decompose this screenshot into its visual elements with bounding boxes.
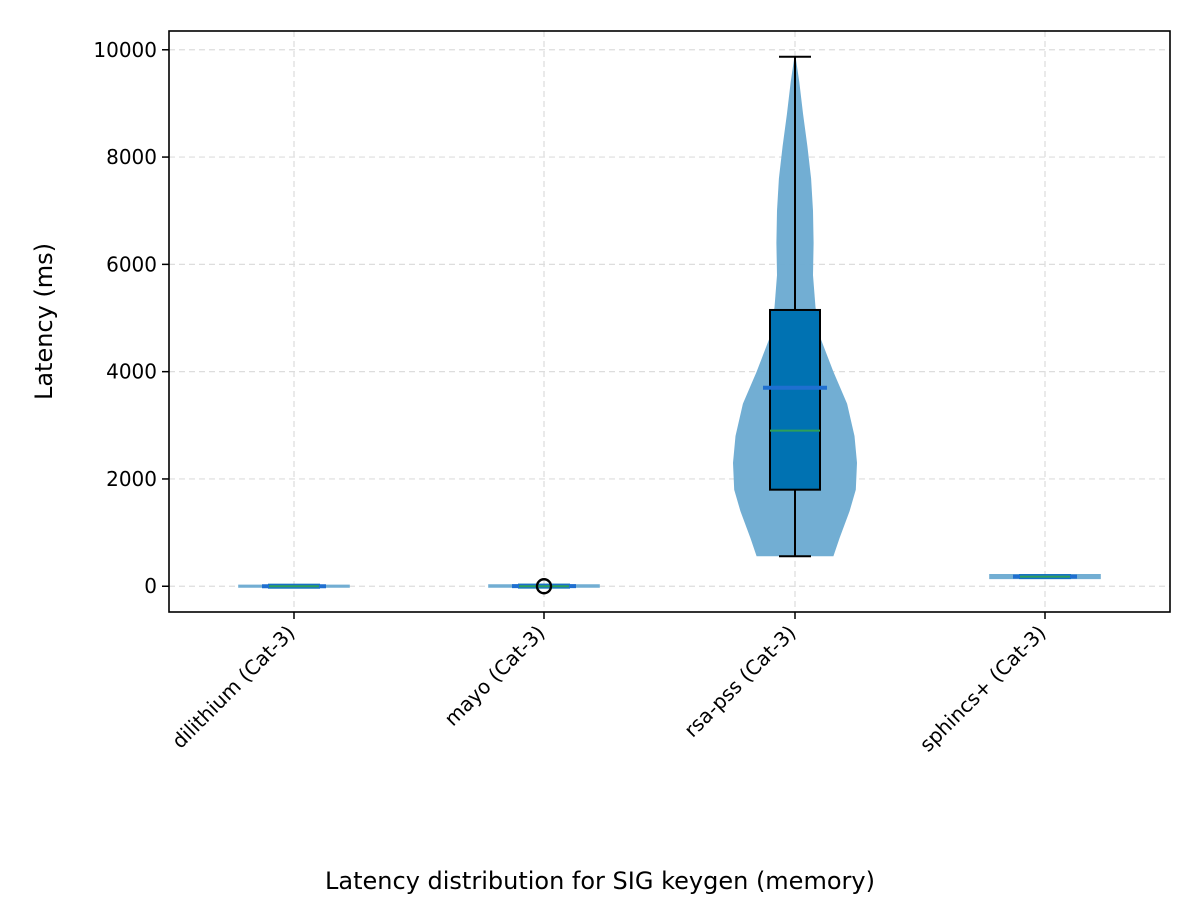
- x-axis-caption: Latency distribution for SIG keygen (mem…: [325, 867, 875, 895]
- plot-frame: [168, 30, 1171, 613]
- y-tick-label: 2000: [106, 467, 157, 491]
- y-axis-title: Latency (ms): [30, 243, 58, 400]
- y-tick-label: 10000: [93, 38, 157, 62]
- box: [769, 308, 821, 491]
- y-tick-label: 4000: [106, 360, 157, 384]
- outlier-point: [535, 578, 553, 595]
- y-tick-label: 8000: [106, 145, 157, 169]
- y-tick-label: 6000: [106, 252, 157, 276]
- y-tick-label: 0: [144, 574, 157, 598]
- box-layer: [262, 55, 1077, 595]
